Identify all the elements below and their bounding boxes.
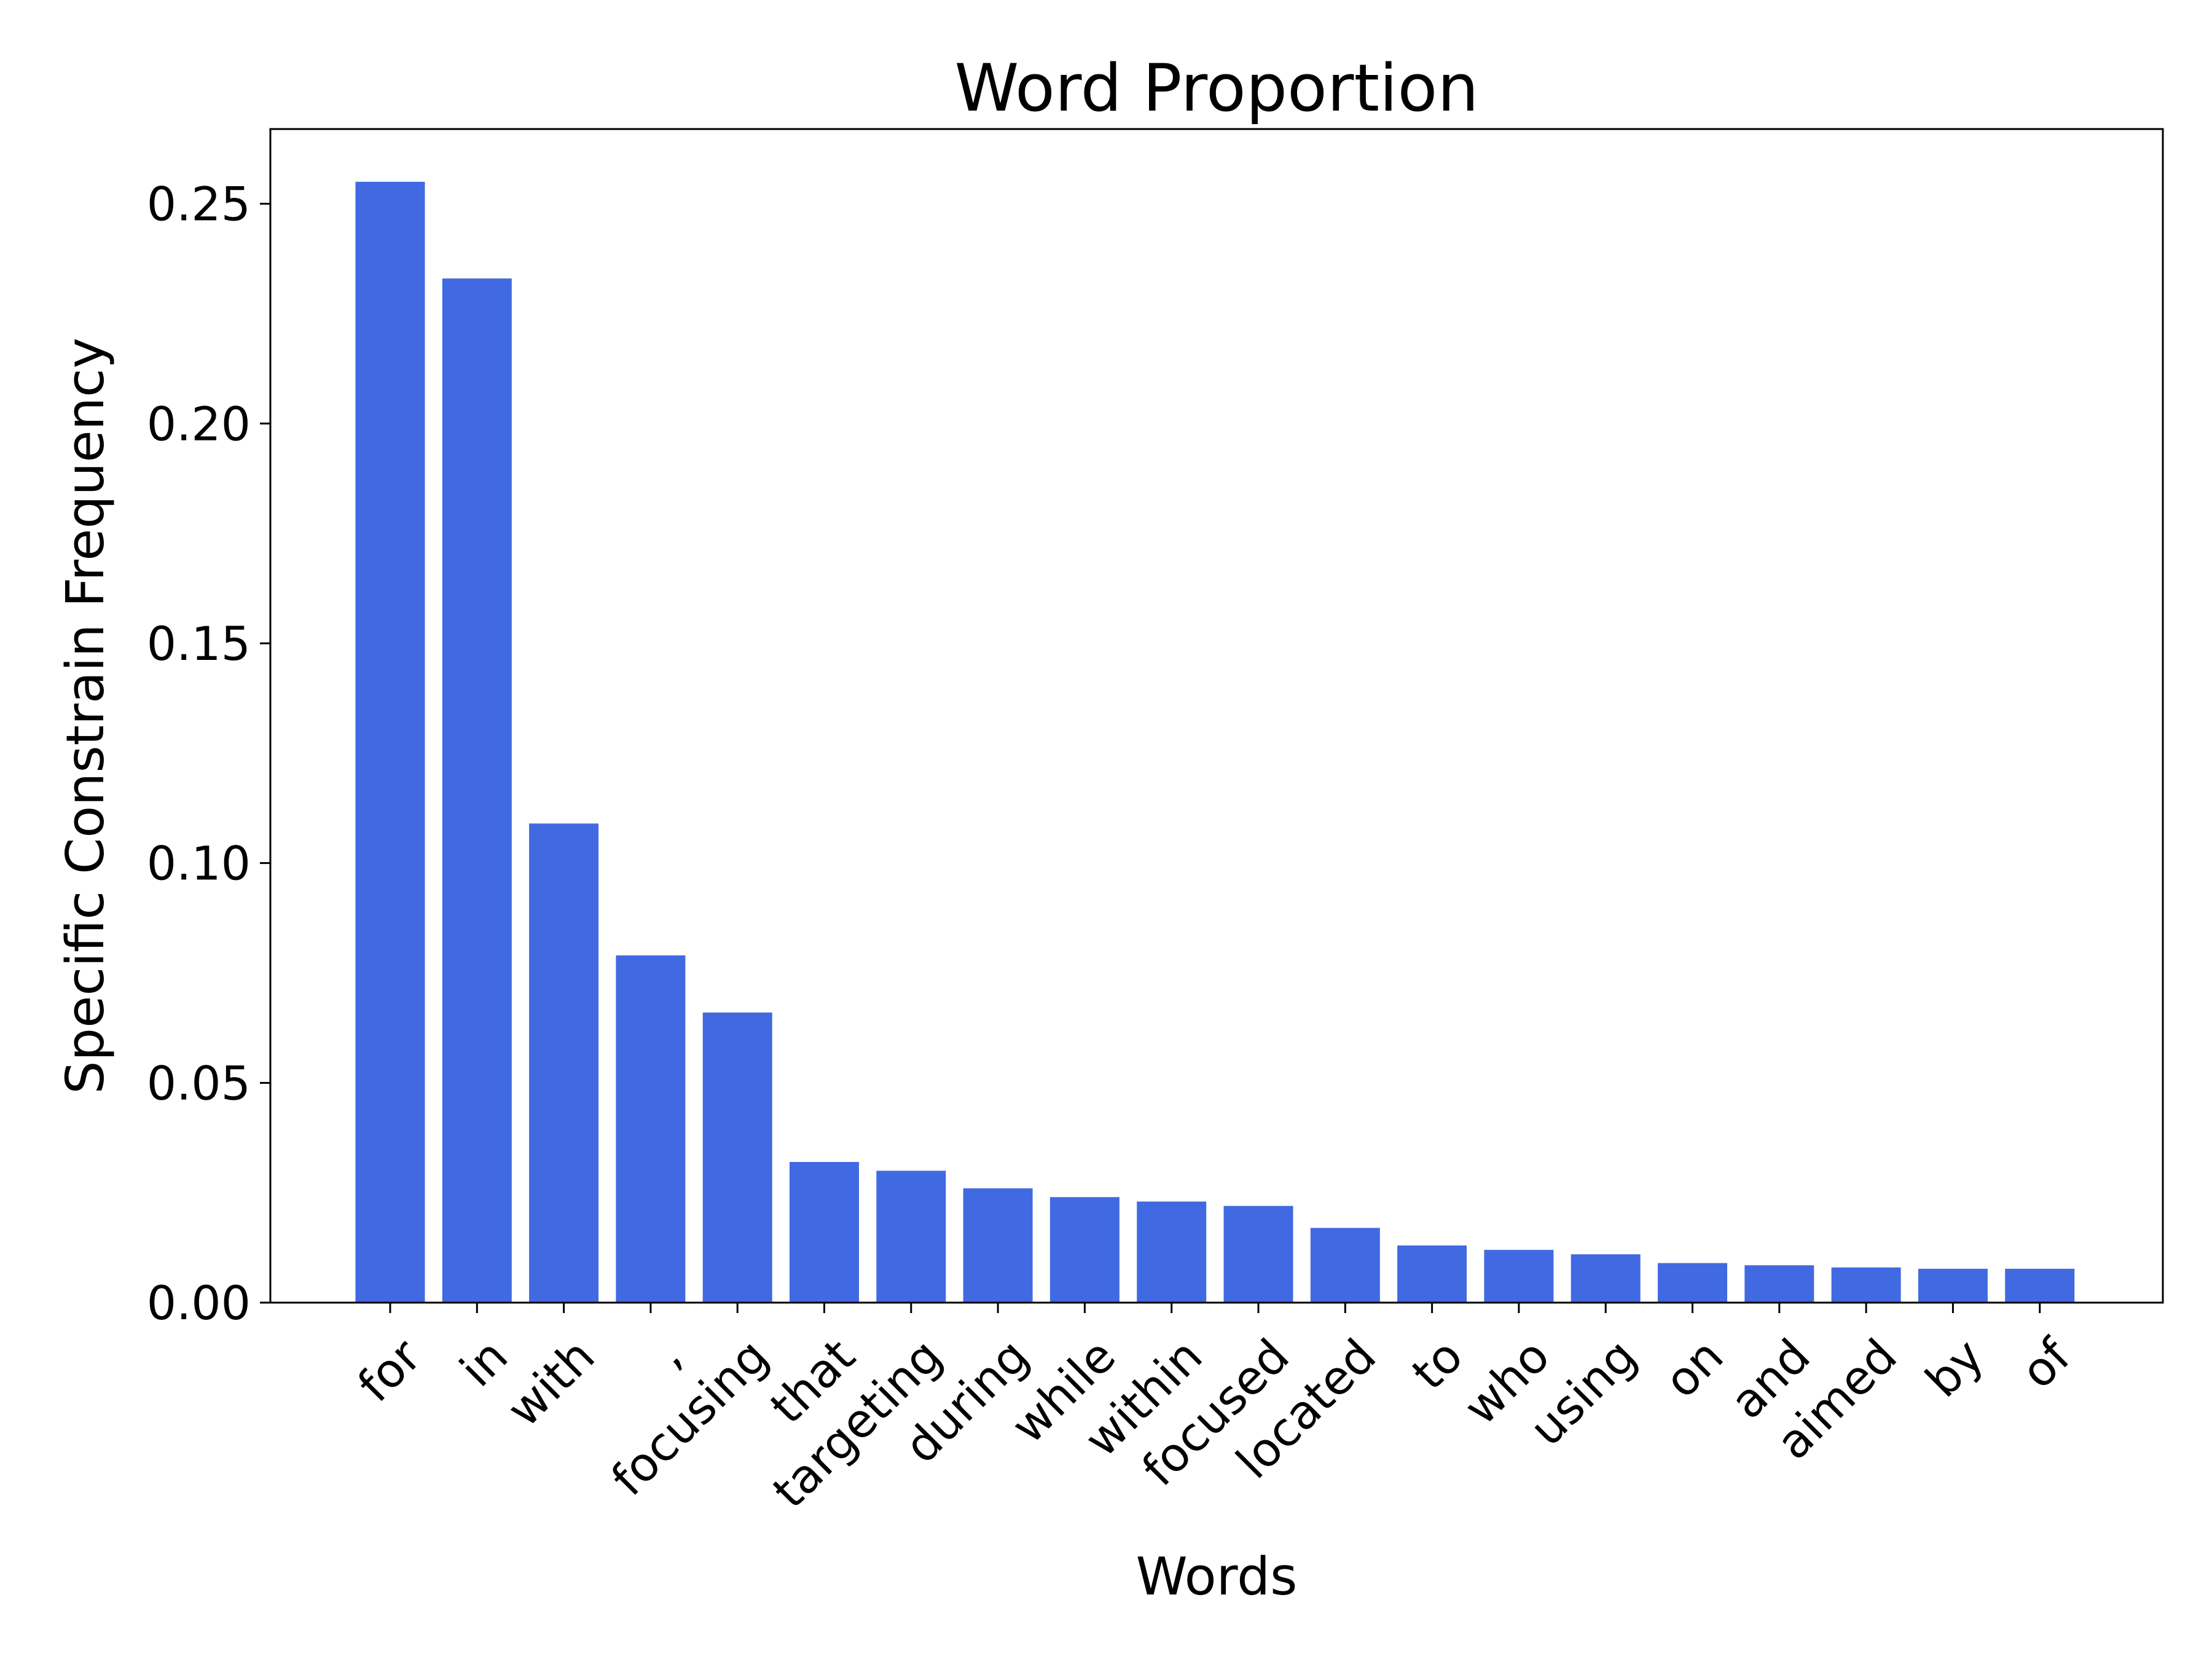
y-axis-label: Specific Constrain Frequency: [55, 337, 116, 1094]
bar-11: [1310, 1228, 1380, 1303]
y-tick-label: 0.05: [147, 1056, 251, 1110]
bar-19: [2005, 1268, 2075, 1303]
bar-17: [1831, 1267, 1901, 1303]
bar-8: [1049, 1197, 1120, 1303]
bar-5: [790, 1162, 859, 1303]
bar-9: [1137, 1201, 1207, 1303]
chart-title: Word Proportion: [954, 50, 1478, 126]
bar-6: [876, 1171, 946, 1303]
y-tick-label: 0.10: [147, 836, 251, 891]
bar-14: [1571, 1254, 1641, 1303]
bar-2: [529, 823, 599, 1303]
bar-13: [1484, 1250, 1554, 1303]
y-tick-label: 0.20: [147, 396, 251, 451]
bar-3: [616, 955, 686, 1303]
bar-10: [1223, 1206, 1293, 1303]
bar-15: [1658, 1263, 1727, 1303]
bar-1: [442, 278, 512, 1303]
bars-group: [355, 181, 2075, 1303]
bar-16: [1744, 1265, 1814, 1303]
y-axis: 0.00 0.05 0.10 0.15 0.20 0.25: [147, 177, 270, 1330]
y-tick-label: 0.25: [147, 177, 251, 232]
y-tick-label: 0.00: [147, 1276, 251, 1330]
bar-4: [702, 1012, 772, 1303]
x-axis-label: Words: [1136, 1547, 1298, 1607]
bar-12: [1397, 1245, 1467, 1303]
plot-frame: [269, 128, 2164, 1304]
y-tick-label: 0.15: [147, 616, 251, 671]
bar-0: [355, 181, 425, 1303]
bar-7: [963, 1188, 1033, 1303]
bar-18: [1918, 1268, 1988, 1303]
